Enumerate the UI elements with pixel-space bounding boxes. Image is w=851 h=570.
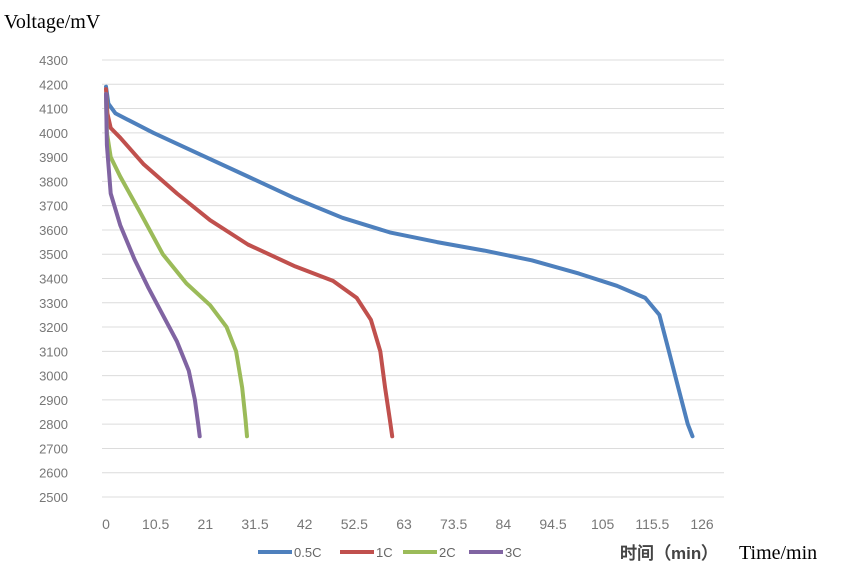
legend-label: 2C (439, 545, 456, 560)
x-tick-label: 10.5 (142, 516, 169, 532)
x-tick-label: 0 (102, 516, 110, 532)
series-line-0.5C (104, 84, 695, 439)
x-tick-label: 105 (591, 516, 615, 532)
series-line-1C (104, 87, 395, 439)
legend-label: 3C (505, 545, 522, 560)
y-axis-label: Voltage/mV (4, 11, 101, 33)
x-tick-labels: 0 10.5 21 31.5 42 52.5 63 73.5 84 94.5 105 115.5 126 (102, 516, 714, 532)
y-tick-label: 3600 (39, 223, 68, 238)
y-tick-label: 2500 (39, 490, 68, 505)
y-tick-label: 4000 (39, 126, 68, 141)
x-axis-label-en: Time/min (739, 542, 817, 564)
y-tick-label: 4300 (39, 53, 68, 68)
y-tick-label: 3200 (39, 320, 68, 335)
series-line-3C (104, 92, 202, 439)
x-tick-label: 52.5 (341, 516, 368, 532)
legend: 0.5C 1C 2C 3C (258, 545, 522, 560)
x-tick-label: 126 (690, 516, 714, 532)
y-tick-label: 2800 (39, 417, 68, 432)
y-tick-label: 4200 (39, 77, 68, 92)
y-tick-label: 2600 (39, 466, 68, 481)
x-tick-label: 31.5 (241, 516, 268, 532)
y-tick-labels: 4300 4200 4100 4000 3900 3800 3700 3600 3500 3400… (39, 53, 68, 505)
x-tick-label: 73.5 (440, 516, 467, 532)
legend-label: 1C (376, 545, 393, 560)
x-tick-label: 94.5 (539, 516, 566, 532)
y-tick-label: 3300 (39, 296, 68, 311)
x-tick-label: 21 (198, 516, 214, 532)
y-tick-label: 2700 (39, 441, 68, 456)
series-lines (104, 84, 695, 439)
y-tick-label: 3500 (39, 247, 68, 262)
x-tick-label: 115.5 (635, 516, 669, 532)
gridlines (102, 59, 724, 498)
y-tick-label: 2900 (39, 393, 68, 408)
x-tick-label: 42 (297, 516, 313, 532)
series-line-2C (104, 92, 249, 439)
x-axis-label-cn: 时间（min） (620, 543, 718, 563)
y-tick-label: 3800 (39, 174, 68, 189)
y-tick-label: 3400 (39, 272, 68, 287)
y-tick-label: 3700 (39, 199, 68, 214)
y-tick-label: 3900 (39, 150, 68, 165)
legend-label: 0.5C (294, 545, 321, 560)
x-tick-label: 63 (396, 516, 412, 532)
y-tick-label: 3000 (39, 369, 68, 384)
y-tick-label: 3100 (39, 344, 68, 359)
y-tick-label: 4100 (39, 102, 68, 117)
x-tick-label: 84 (496, 516, 512, 532)
